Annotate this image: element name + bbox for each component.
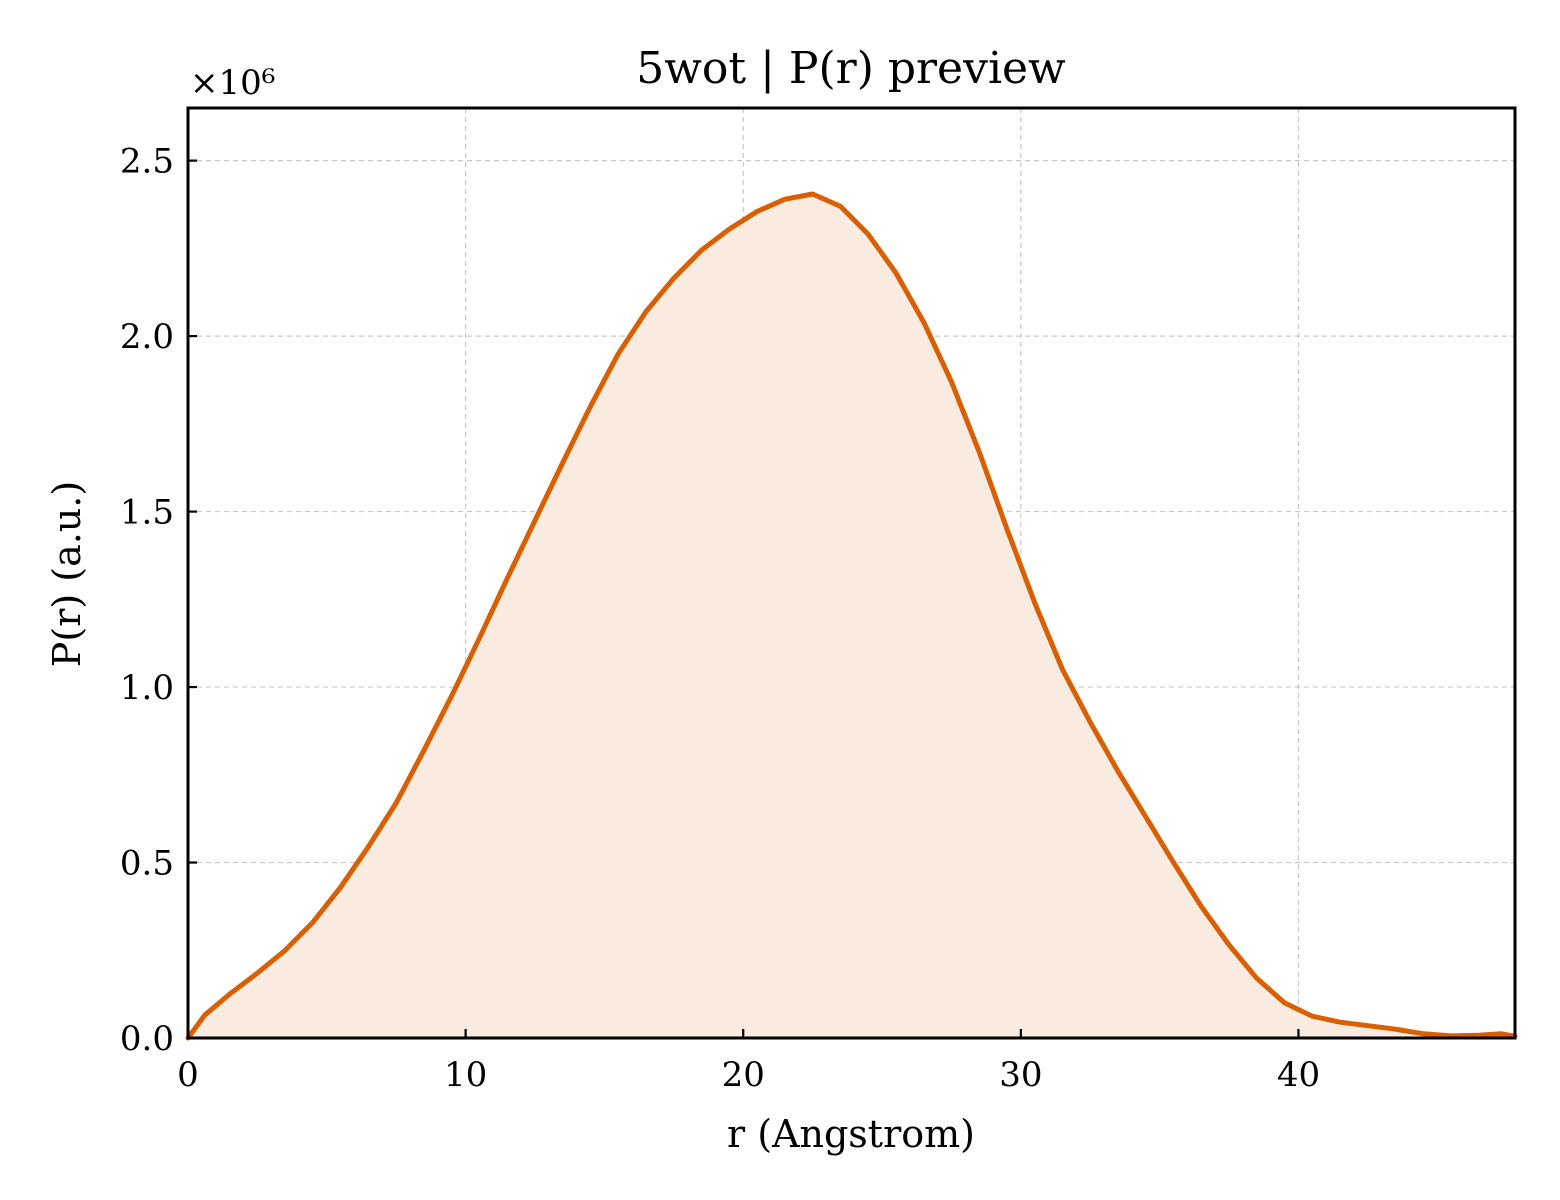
y-tick-label: 2.0 [120, 317, 174, 357]
y-tick-label: 1.0 [120, 668, 174, 708]
pr-area-fill [188, 194, 1515, 1038]
x-tick-label: 40 [1277, 1055, 1320, 1095]
plot-frame [186, 106, 1517, 1040]
chart-title: 5wot | P(r) preview [636, 43, 1066, 94]
y-axis-label: P(r) (a.u.) [45, 481, 89, 667]
x-tick-label: 30 [999, 1055, 1042, 1095]
y-offset-text: ×10⁶ [190, 63, 275, 103]
y-tick-label: 0.5 [120, 844, 174, 884]
x-tick-label: 10 [444, 1055, 487, 1095]
y-tick-label: 0.0 [120, 1019, 174, 1059]
pr-line [185, 191, 1518, 1041]
x-tick-label: 0 [177, 1055, 199, 1095]
axis-ticks: 0 10 20 30 40 0.0 0.5 1.0 1.5 2.0 2.5 [120, 142, 1320, 1095]
x-tick-label: 20 [722, 1055, 765, 1095]
x-axis-label: r (Angstrom) [727, 1112, 975, 1156]
y-tick-label: 2.5 [120, 142, 174, 182]
y-tick-label: 1.5 [120, 493, 174, 533]
